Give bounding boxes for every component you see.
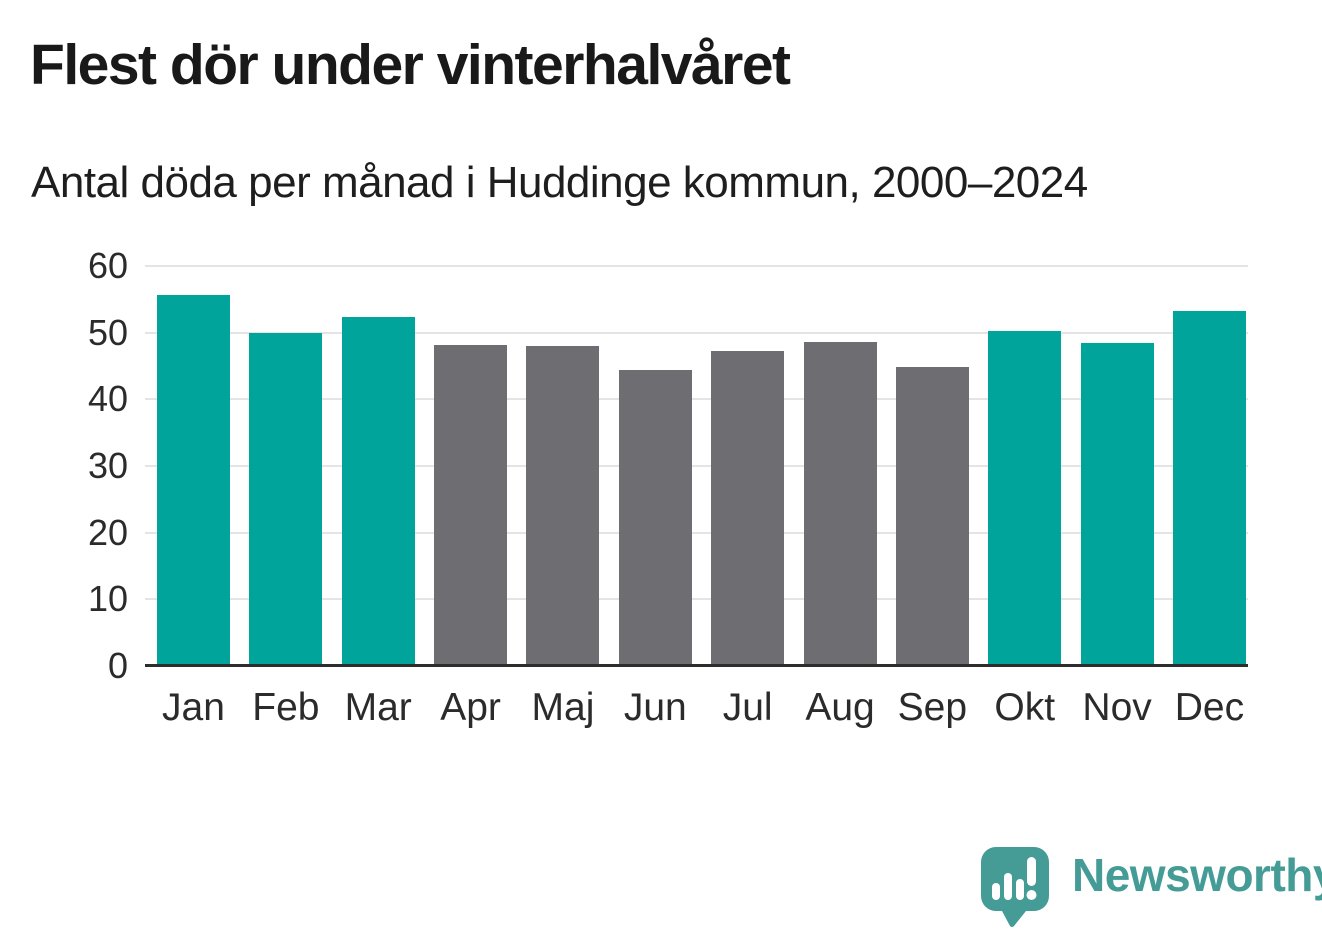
x-tick-label-sep: Sep [897,686,968,729]
y-tick-label-60: 60 [87,245,128,286]
x-tick-label-dec: Dec [1174,686,1245,729]
y-tick-label-10: 10 [87,578,128,620]
y-tick-label-40: 40 [87,378,128,420]
x-tick-label-okt: Okt [994,686,1056,729]
y-tick-label-0: 0 [107,645,128,686]
y-tick-label-30: 30 [87,445,128,486]
x-axis-line [145,664,1248,667]
gridline-50 [145,331,1248,334]
bar-jun [618,370,692,666]
x-tick-label-aug: Aug [805,686,875,729]
bar-chart-speech-bubble-icon [980,846,1050,933]
bar-aug [803,342,877,666]
bar-jan [157,294,230,666]
bar-okt [988,331,1062,666]
x-tick-label-jun: Jun [623,686,687,729]
x-tick-label-maj: Maj [531,686,595,729]
gridline-20 [145,531,1248,534]
y-tick-label-20: 20 [87,511,128,553]
x-tick-label-jan: Jan [162,686,225,729]
bar-mar [341,316,415,666]
x-tick-label-nov: Nov [1082,686,1152,729]
bar-maj [526,346,600,666]
x-tick-label-mar: Mar [344,686,412,729]
x-tick-label-feb: Feb [252,686,320,729]
bar-feb [249,332,323,666]
gridline-30 [145,465,1248,467]
plot-area [145,265,1248,667]
bar-apr [434,345,508,666]
bar-dec [1172,311,1246,666]
gridline-40 [145,398,1248,401]
chart-subtitle: Antal döda per månad i Huddinge kommun, … [31,158,1088,207]
newsworthy-logo: Newsworthy [980,846,1322,933]
bar-sep [895,367,969,666]
x-tick-label-apr: Apr [440,686,501,729]
chart-title: Flest dör under vinterhalvåret [30,33,791,97]
x-tick-label-jul: Jul [722,686,773,729]
y-tick-label-50: 50 [87,311,128,353]
gridline-60 [145,265,1248,267]
gridline-10 [145,598,1248,601]
bar-nov [1080,343,1154,666]
bar-jul [711,351,785,666]
logo-wordmark: Newsworthy [1072,849,1322,901]
